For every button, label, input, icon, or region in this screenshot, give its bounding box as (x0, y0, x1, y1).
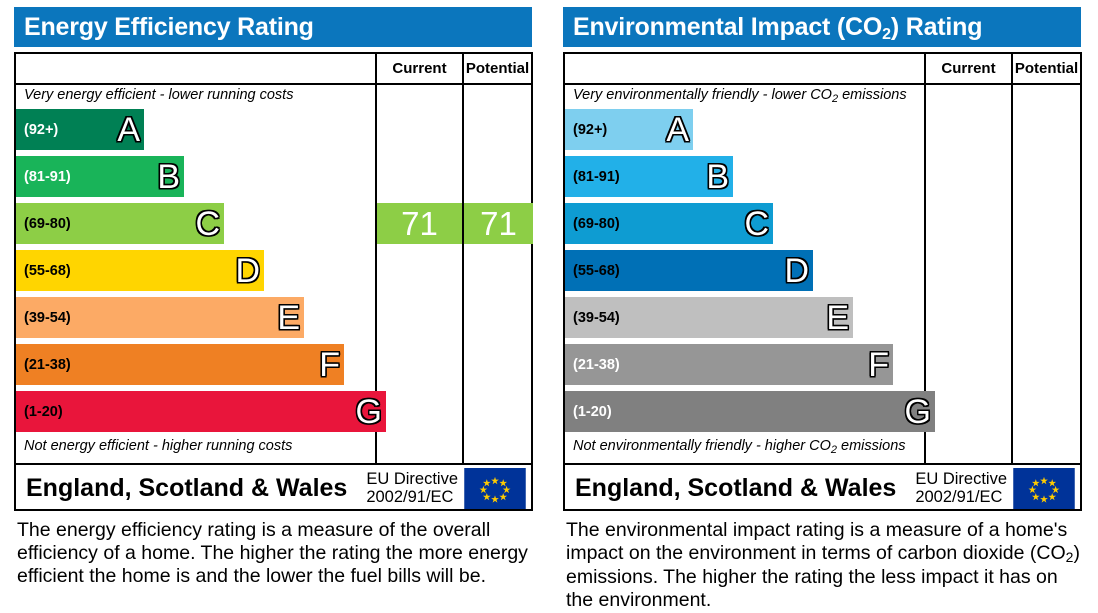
band-letter-g: G (355, 392, 382, 431)
energy-band-bars: (92+) A (81-91) B (69-80) C (55-68) D (3… (16, 109, 386, 436)
potential-column-header: Potential (465, 60, 530, 77)
energy-efficiency-title: Energy Efficiency Rating (14, 7, 532, 47)
band-range-g: (1-20) (24, 403, 63, 420)
title-co2-subscript: 2 (882, 26, 891, 43)
band-row-b: (81-91) B (565, 156, 733, 197)
top-caption-pre: Very environmentally friendly - lower CO (573, 87, 832, 103)
band-letter-a: A (666, 110, 689, 149)
potential-rating-value: 71 (464, 203, 533, 244)
band-row-e: (39-54) E (16, 297, 304, 338)
band-row-f: (21-38) F (565, 344, 893, 385)
bottom-caption-co2-subscript: 2 (830, 444, 838, 456)
band-letter-e: E (826, 298, 849, 337)
top-caption: Very energy efficient - lower running co… (24, 87, 294, 103)
bottom-caption-pre: Not environmentally friendly - higher CO (573, 438, 831, 454)
footer-row: England, Scotland & Wales EU Directive 2… (565, 465, 1080, 511)
top-caption-post: emissions (838, 87, 907, 103)
environmental-impact-panel: Environmental Impact (CO2) Rating Curren… (549, 0, 1098, 613)
region-label: England, Scotland & Wales (26, 473, 348, 502)
band-letter-d: D (235, 251, 260, 290)
band-row-g: (1-20) G (16, 391, 386, 432)
band-row-d: (55-68) D (16, 250, 264, 291)
title-text-pre: Environmental Impact (CO (573, 13, 883, 41)
band-letter-b: B (157, 157, 180, 196)
potential-column-divider (1011, 54, 1013, 463)
band-range-a: (92+) (24, 121, 59, 138)
current-column-divider (375, 54, 377, 463)
current-rating-value: 71 (377, 203, 462, 244)
band-row-c: (69-80) C (565, 203, 773, 244)
directive-line-2: 2002/91/EC (366, 488, 454, 506)
band-range-e: (39-54) (573, 309, 620, 326)
footer-row: England, Scotland & Wales EU Directive 2… (16, 465, 531, 511)
region-label: England, Scotland & Wales (575, 473, 897, 502)
current-column-header: Current (392, 60, 447, 77)
current-column-header: Current (941, 60, 996, 77)
directive-line-2: 2002/91/EC (915, 488, 1003, 506)
energy-efficiency-description: The energy efficiency rating is a measur… (17, 519, 528, 587)
eu-flag-icon (464, 467, 526, 509)
environmental-impact-table: Current Potential Very environmentally f… (563, 52, 1082, 511)
band-row-e: (39-54) E (565, 297, 853, 338)
band-letter-f: F (868, 345, 889, 384)
eu-directive-label: EU Directive 2002/91/EC (366, 470, 464, 506)
description-pre: The environmental impact rating is a mea… (566, 519, 1068, 564)
current-column-divider (924, 54, 926, 463)
band-row-b: (81-91) B (16, 156, 184, 197)
title-text: Energy Efficiency Rating (24, 13, 314, 41)
footer-divider (16, 463, 531, 465)
band-letter-c: C (195, 204, 220, 243)
top-caption-co2-subscript: 2 (831, 93, 839, 105)
energy-efficiency-panel: Energy Efficiency Rating Current Potenti… (14, 7, 533, 587)
energy-efficiency-table: Current Potential Very energy efficient … (14, 52, 533, 511)
band-row-a: (92+) A (565, 109, 693, 150)
band-letter-d: D (784, 251, 809, 290)
band-range-c: (69-80) (24, 215, 71, 232)
header-divider (565, 83, 1080, 85)
potential-column-header: Potential (1014, 60, 1079, 77)
band-letter-f: F (319, 345, 340, 384)
band-range-a: (92+) (573, 121, 608, 138)
band-row-c: (69-80) C (16, 203, 224, 244)
band-range-d: (55-68) (24, 262, 71, 279)
environmental-impact-title: Environmental Impact (CO2) Rating (563, 7, 1081, 47)
band-range-b: (81-91) (24, 168, 71, 185)
band-range-f: (21-38) (24, 356, 71, 373)
band-letter-g: G (904, 392, 931, 431)
band-letter-a: A (117, 110, 140, 149)
band-range-b: (81-91) (573, 168, 620, 185)
band-row-g: (1-20) G (565, 391, 935, 432)
directive-line-1: EU Directive (366, 470, 458, 488)
band-letter-c: C (744, 204, 769, 243)
band-range-d: (55-68) (573, 262, 620, 279)
band-row-f: (21-38) F (16, 344, 344, 385)
bottom-caption: Not environmentally friendly - higher CO… (573, 438, 906, 456)
potential-column-divider (462, 54, 464, 463)
band-range-g: (1-20) (573, 403, 612, 420)
header-divider (16, 83, 531, 85)
band-letter-e: E (277, 298, 300, 337)
directive-line-1: EU Directive (915, 470, 1007, 488)
description-co2-subscript: 2 (1065, 549, 1074, 565)
environmental-impact-description: The environmental impact rating is a mea… (566, 519, 1086, 612)
eu-flag-icon (1013, 467, 1075, 509)
footer-divider (565, 463, 1080, 465)
description-post: ) emissions. The higher the rating the l… (566, 542, 1080, 611)
band-range-e: (39-54) (24, 309, 71, 326)
bottom-caption: Not energy efficient - higher running co… (24, 438, 293, 454)
title-text-post: ) Rating (890, 13, 983, 41)
eu-directive-label: EU Directive 2002/91/EC (915, 470, 1013, 506)
band-row-d: (55-68) D (565, 250, 813, 291)
environmental-band-bars: (92+) A (81-91) B (69-80) C (55-68) D (3… (565, 109, 935, 436)
band-letter-b: B (706, 157, 729, 196)
top-caption: Very environmentally friendly - lower CO… (573, 87, 907, 105)
band-range-f: (21-38) (573, 356, 620, 373)
band-row-a: (92+) A (16, 109, 144, 150)
band-range-c: (69-80) (573, 215, 620, 232)
bottom-caption-post: emissions (837, 438, 906, 454)
